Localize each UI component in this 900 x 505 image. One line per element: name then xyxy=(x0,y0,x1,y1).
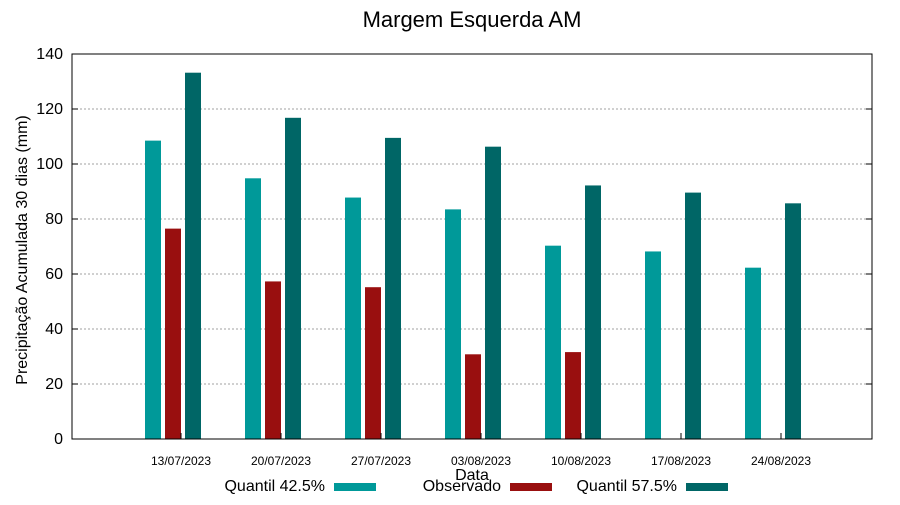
legend-swatch xyxy=(510,483,552,491)
bar-observado xyxy=(265,281,281,439)
bar-quantil-57-5 xyxy=(185,72,201,439)
x-tick-label: 03/08/2023 xyxy=(451,454,511,468)
bar-observado xyxy=(565,352,581,439)
x-tick-label: 27/07/2023 xyxy=(351,454,411,468)
y-tick-label: 20 xyxy=(45,376,63,393)
bar-quantil-57-5 xyxy=(785,203,801,439)
y-axis-label: Precipitação Acumulada 30 dias (mm) xyxy=(14,115,31,384)
legend-swatch xyxy=(334,483,376,491)
bar-observado xyxy=(365,287,381,439)
bar-quantil-57-5 xyxy=(485,146,501,440)
y-axis: 0 20 40 60 80 100 120 140 xyxy=(36,46,872,448)
y-tick-label: 80 xyxy=(45,211,63,228)
bar-quantil-42-5 xyxy=(345,197,361,439)
bar-quantil-57-5 xyxy=(285,117,301,440)
bar-quantil-42-5 xyxy=(545,245,561,439)
x-tick-label: 13/07/2023 xyxy=(151,454,211,468)
x-axis: 13/07/2023 20/07/2023 27/07/2023 03/08/2023… xyxy=(151,433,811,468)
y-tick-label: 120 xyxy=(36,101,63,118)
bar-quantil-57-5 xyxy=(585,185,601,439)
x-tick-label: 24/08/2023 xyxy=(751,454,811,468)
legend-label: Observado xyxy=(423,478,501,495)
y-tick-label: 40 xyxy=(45,321,63,338)
legend-swatch xyxy=(686,483,728,491)
bar-quantil-42-5 xyxy=(645,251,661,439)
bar-observado xyxy=(165,228,181,439)
chart-title: Margem Esquerda AM xyxy=(363,7,582,32)
bar-quantil-57-5 xyxy=(385,137,401,439)
plot-frame xyxy=(71,53,873,440)
bar-quantil-42-5 xyxy=(145,140,161,439)
bar-observado xyxy=(465,354,481,439)
bar-quantil-42-5 xyxy=(445,209,461,439)
bars-layer xyxy=(145,72,801,440)
legend: Quantil 42.5% Observado Quantil 57.5% xyxy=(224,478,728,495)
y-tick-label: 0 xyxy=(54,431,63,448)
y-tick-label: 60 xyxy=(45,266,63,283)
x-axis-label: Data xyxy=(455,467,489,484)
x-tick-label: 10/08/2023 xyxy=(551,454,611,468)
y-tick-label: 140 xyxy=(36,46,63,63)
legend-label: Quantil 42.5% xyxy=(224,478,325,495)
bar-quantil-42-5 xyxy=(245,178,261,440)
bar-quantil-57-5 xyxy=(685,192,701,439)
bar-quantil-42-5 xyxy=(745,267,761,439)
x-tick-label: 20/07/2023 xyxy=(251,454,311,468)
x-tick-label: 17/08/2023 xyxy=(651,454,711,468)
legend-label: Quantil 57.5% xyxy=(576,478,677,495)
y-tick-label: 100 xyxy=(36,156,63,173)
